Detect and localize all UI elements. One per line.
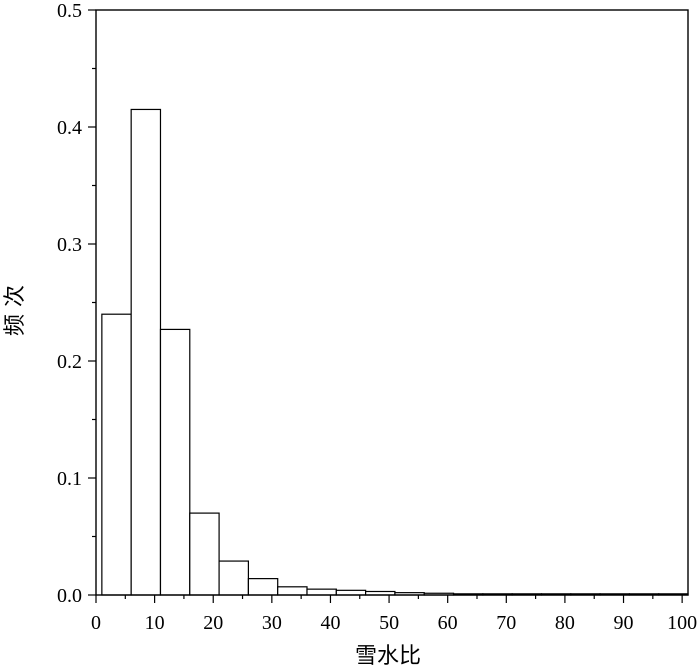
x-tick-label: 40 — [320, 612, 340, 634]
histogram-bar — [101, 313, 132, 596]
x-tick-label: 70 — [496, 612, 516, 634]
x-axis-ticks: 0 10 20 30 40 50 60 70 80 90 100 — [91, 595, 697, 634]
y-tick-label: 0.2 — [57, 351, 82, 373]
y-axis-ticks: 0.0 0.1 0.2 0.3 0.4 0.5 — [57, 0, 96, 607]
y-tick-label: 0.1 — [57, 468, 82, 490]
x-tick-label: 20 — [203, 612, 223, 634]
histogram-bar — [306, 588, 337, 596]
y-axis-title: 频 次 — [3, 285, 28, 336]
y-tick-label: 0.3 — [57, 234, 82, 256]
x-tick-label: 100 — [667, 612, 697, 634]
x-tick-label: 60 — [438, 612, 458, 634]
x-tick-label: 10 — [145, 612, 165, 634]
x-tick-label: 50 — [379, 612, 399, 634]
histogram-bar — [277, 586, 308, 596]
y-tick-label: 0.4 — [57, 117, 82, 139]
histogram-bar — [130, 108, 162, 596]
x-tick-label: 0 — [91, 612, 101, 634]
x-axis-title: 雪水比 — [355, 644, 421, 669]
histogram-bar — [189, 512, 220, 596]
x-tick-label: 30 — [262, 612, 282, 634]
histogram-bar — [247, 578, 279, 596]
bars-group — [101, 108, 689, 596]
histogram-bar — [335, 589, 367, 596]
histogram-bar — [159, 328, 191, 596]
x-tick-label: 90 — [614, 612, 634, 634]
y-tick-label: 0.5 — [57, 0, 82, 22]
histogram-bar — [218, 560, 249, 596]
y-tick-label: 0.0 — [57, 585, 82, 607]
x-tick-label: 80 — [555, 612, 575, 634]
